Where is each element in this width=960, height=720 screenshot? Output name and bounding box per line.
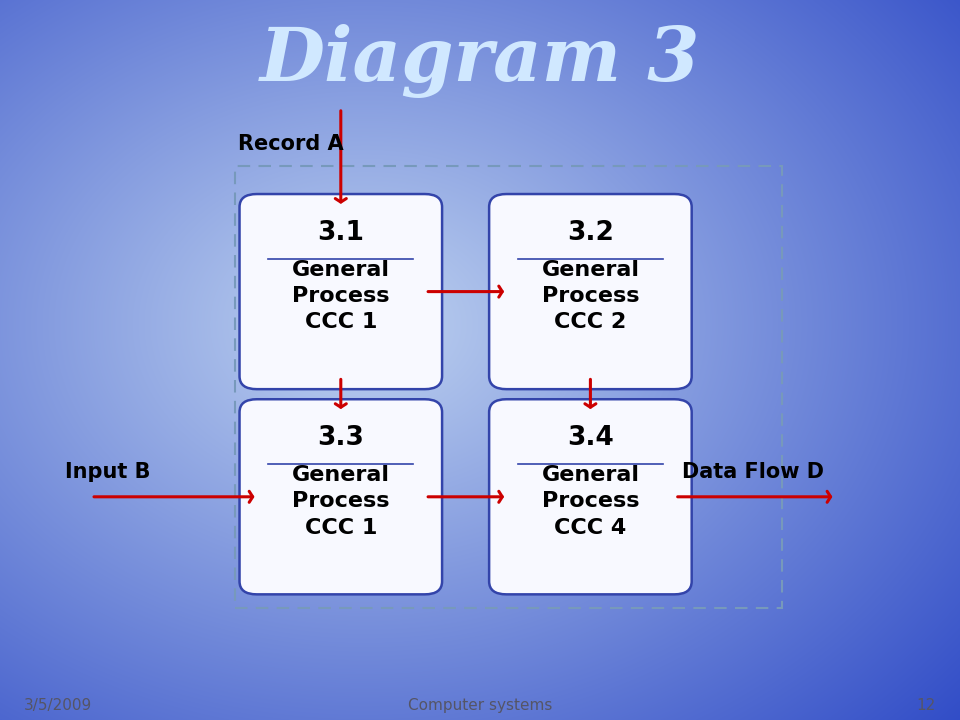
Text: General
Process
CCC 2: General Process CCC 2 bbox=[541, 259, 639, 333]
Text: 3.4: 3.4 bbox=[567, 425, 613, 451]
FancyBboxPatch shape bbox=[489, 194, 691, 389]
Text: 3/5/2009: 3/5/2009 bbox=[24, 698, 92, 713]
Text: Diagram 3: Diagram 3 bbox=[260, 24, 700, 98]
Text: Data Flow D: Data Flow D bbox=[682, 462, 824, 482]
Text: 12: 12 bbox=[917, 698, 936, 713]
Text: 3.2: 3.2 bbox=[567, 220, 613, 246]
Text: General
Process
CCC 4: General Process CCC 4 bbox=[541, 464, 639, 538]
FancyBboxPatch shape bbox=[239, 399, 442, 595]
FancyBboxPatch shape bbox=[239, 194, 442, 389]
Text: Computer systems: Computer systems bbox=[408, 698, 552, 713]
Text: General
Process
CCC 1: General Process CCC 1 bbox=[292, 464, 390, 538]
Bar bbox=[235, 166, 782, 608]
Text: 3.1: 3.1 bbox=[318, 220, 364, 246]
Text: Record A: Record A bbox=[238, 134, 344, 154]
FancyBboxPatch shape bbox=[489, 399, 691, 595]
Text: 3.3: 3.3 bbox=[318, 425, 364, 451]
Text: Input B: Input B bbox=[65, 462, 151, 482]
Text: General
Process
CCC 1: General Process CCC 1 bbox=[292, 259, 390, 333]
